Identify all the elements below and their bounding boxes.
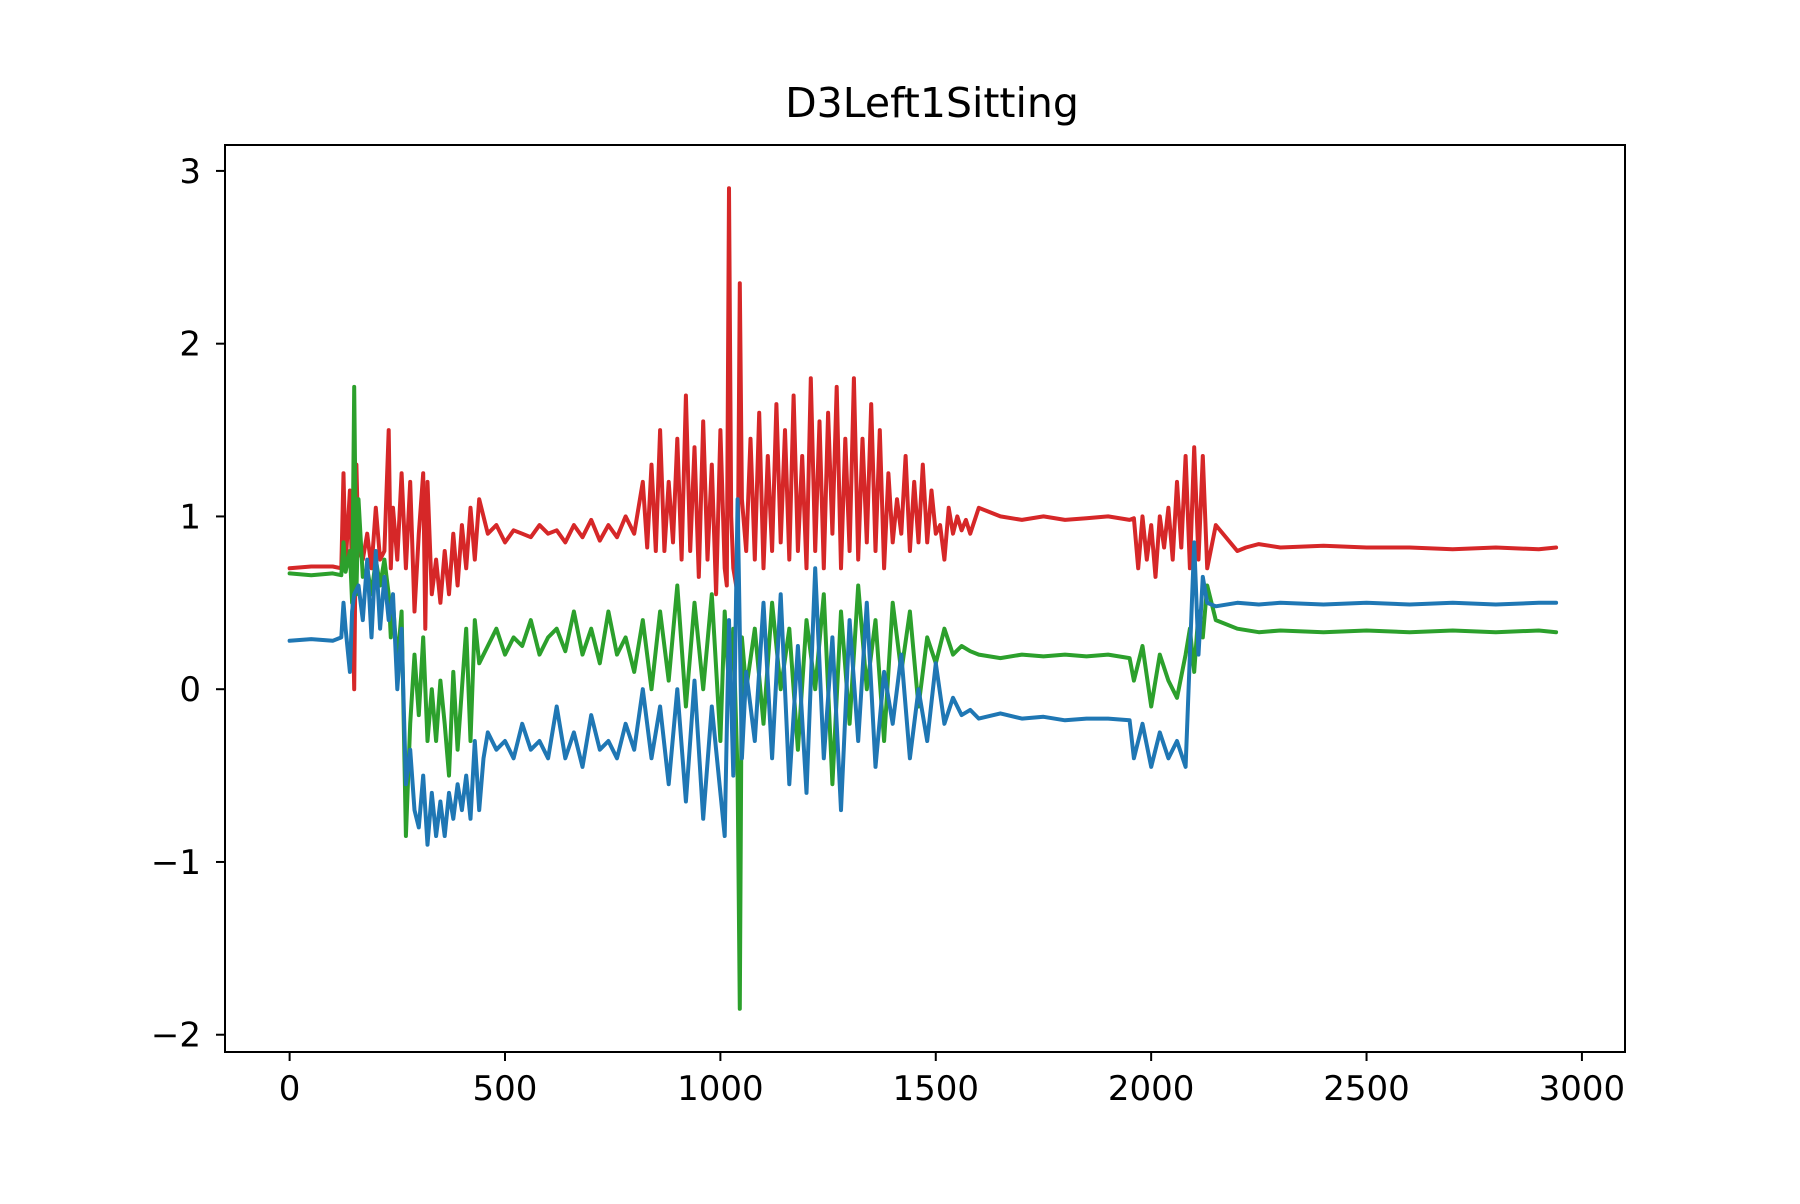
x-tick-label: 1000 — [677, 1069, 764, 1109]
y-tick-label: 3 — [179, 152, 201, 192]
y-tick-label: −1 — [151, 843, 201, 883]
x-tick-label: 0 — [279, 1069, 301, 1109]
chart-title: D3Left1Sitting — [785, 79, 1079, 127]
x-axis: 0 500 1000 1500 2000 2500 3000 — [279, 1052, 1625, 1109]
x-tick-label: 1500 — [893, 1069, 980, 1109]
y-tick-label: 0 — [179, 670, 201, 710]
series-line-3 — [287, 497, 1559, 847]
x-tick-label: 500 — [473, 1069, 538, 1109]
y-tick-label: −2 — [151, 1016, 201, 1056]
x-tick-label: 2500 — [1323, 1069, 1410, 1109]
y-tick-label: 2 — [179, 325, 201, 365]
x-tick-label: 3000 — [1539, 1069, 1626, 1109]
series-line-1 — [287, 186, 1559, 692]
y-axis: −2 −1 0 1 2 3 — [151, 152, 225, 1056]
y-tick-label: 1 — [179, 497, 201, 537]
plot-frame — [224, 144, 1626, 1053]
x-tick-label: 2000 — [1108, 1069, 1195, 1109]
series-layer — [287, 186, 1559, 1011]
series-line-2 — [287, 384, 1559, 1011]
